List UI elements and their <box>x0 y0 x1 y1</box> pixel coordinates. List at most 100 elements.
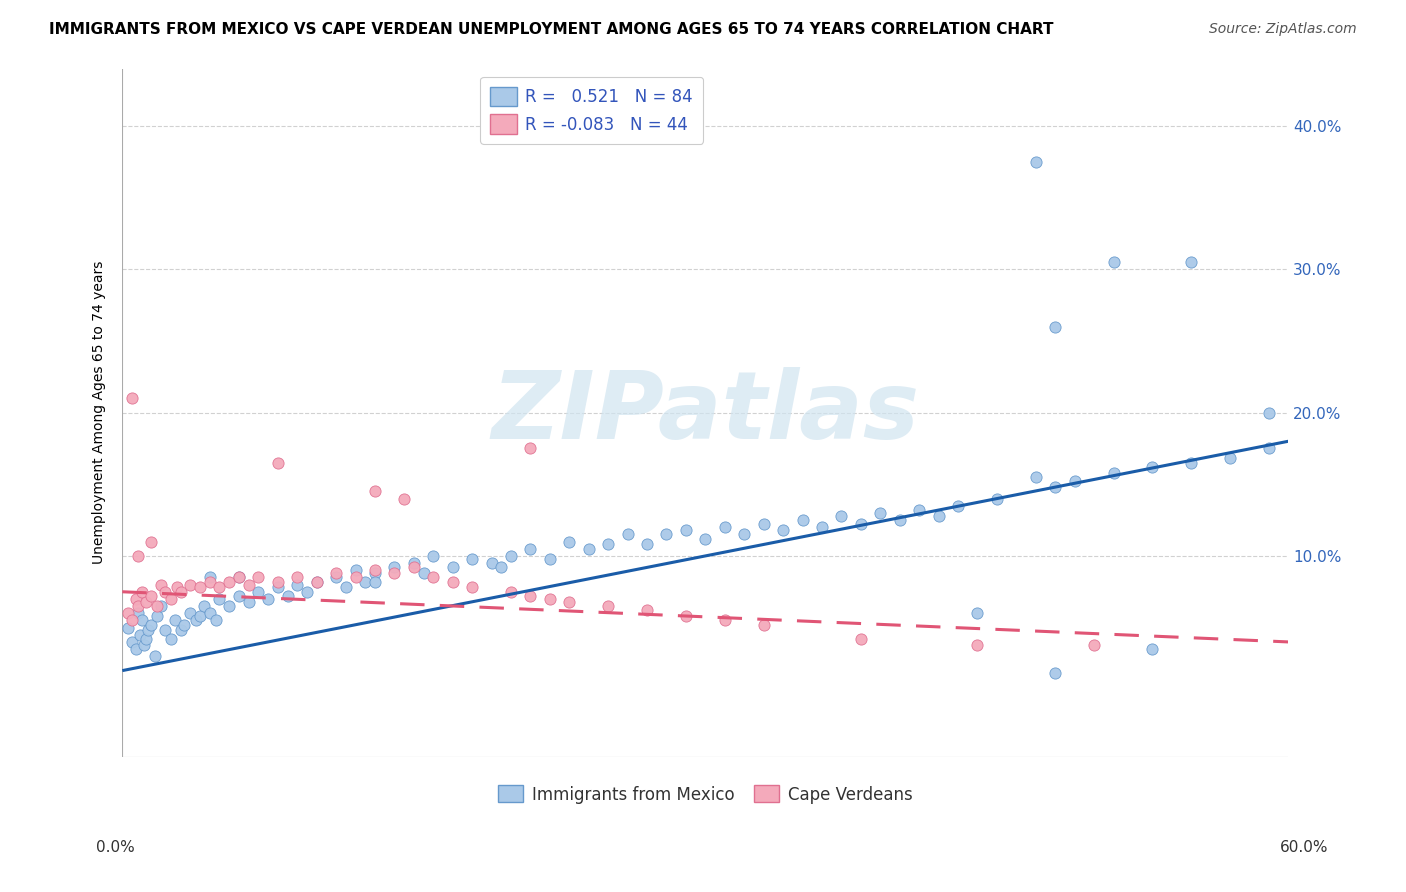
Point <box>354 574 377 589</box>
Point <box>441 574 464 589</box>
Point <box>598 599 620 613</box>
Point <box>121 391 143 405</box>
Point <box>1258 442 1281 456</box>
Point <box>1045 319 1067 334</box>
Point <box>986 491 1008 506</box>
Point <box>538 591 561 606</box>
Legend: Immigrants from Mexico, Cape Verdeans: Immigrants from Mexico, Cape Verdeans <box>492 779 920 810</box>
Point <box>344 563 367 577</box>
Point <box>127 549 149 563</box>
Point <box>208 581 231 595</box>
Point <box>402 556 425 570</box>
Point <box>752 617 775 632</box>
Point <box>160 632 183 646</box>
Point <box>422 549 444 563</box>
Point <box>1219 451 1241 466</box>
Point <box>946 499 969 513</box>
Point <box>481 556 503 570</box>
Point <box>141 534 163 549</box>
Point <box>558 595 581 609</box>
Point <box>402 560 425 574</box>
Point <box>135 595 157 609</box>
Point <box>1025 154 1047 169</box>
Point <box>461 581 484 595</box>
Point <box>285 570 308 584</box>
Point <box>153 624 176 638</box>
Point <box>1142 642 1164 657</box>
Point <box>519 541 541 556</box>
Point <box>285 577 308 591</box>
Point <box>422 570 444 584</box>
Text: Source: ZipAtlas.com: Source: ZipAtlas.com <box>1209 22 1357 37</box>
Point <box>578 541 600 556</box>
Point <box>131 584 153 599</box>
Point <box>849 632 872 646</box>
Point <box>267 574 290 589</box>
Point <box>412 566 434 581</box>
Point <box>869 506 891 520</box>
Point <box>1063 475 1085 489</box>
Point <box>143 649 166 664</box>
Point <box>364 566 387 581</box>
Point <box>208 591 231 606</box>
Point <box>364 484 387 499</box>
Point <box>384 560 406 574</box>
Point <box>186 614 208 628</box>
Point <box>519 589 541 603</box>
Point <box>150 577 173 591</box>
Point <box>499 584 522 599</box>
Point <box>153 584 176 599</box>
Point <box>811 520 834 534</box>
Point <box>1102 466 1125 480</box>
Point <box>752 517 775 532</box>
Text: IMMIGRANTS FROM MEXICO VS CAPE VERDEAN UNEMPLOYMENT AMONG AGES 65 TO 74 YEARS CO: IMMIGRANTS FROM MEXICO VS CAPE VERDEAN U… <box>49 22 1053 37</box>
Point <box>305 574 328 589</box>
Point <box>792 513 814 527</box>
Point <box>675 609 697 624</box>
Point <box>276 589 298 603</box>
Point <box>441 560 464 574</box>
Point <box>295 584 318 599</box>
Point <box>1180 255 1202 269</box>
Point <box>364 563 387 577</box>
Point <box>384 566 406 581</box>
Point <box>169 584 191 599</box>
Point <box>160 591 183 606</box>
Point <box>305 574 328 589</box>
Point <box>132 638 155 652</box>
Point <box>849 517 872 532</box>
Point <box>616 527 638 541</box>
Point <box>141 589 163 603</box>
Point <box>392 491 415 506</box>
Point <box>228 570 250 584</box>
Point <box>889 513 911 527</box>
Point <box>173 617 195 632</box>
Point <box>325 570 347 584</box>
Point <box>228 570 250 584</box>
Point <box>519 442 541 456</box>
Text: 60.0%: 60.0% <box>1281 840 1329 855</box>
Point <box>1142 460 1164 475</box>
Point <box>928 508 950 523</box>
Point <box>538 551 561 566</box>
Point <box>772 523 794 537</box>
Point <box>1180 456 1202 470</box>
Point <box>218 599 240 613</box>
Point <box>117 607 139 621</box>
Point <box>146 609 169 624</box>
Point <box>169 624 191 638</box>
Point <box>125 642 148 657</box>
Point <box>179 577 201 591</box>
Point <box>714 520 737 534</box>
Point <box>499 549 522 563</box>
Point <box>558 534 581 549</box>
Point <box>1045 480 1067 494</box>
Text: ZIPatlas: ZIPatlas <box>491 367 920 458</box>
Point <box>714 614 737 628</box>
Point <box>121 635 143 649</box>
Point <box>461 551 484 566</box>
Point <box>966 607 988 621</box>
Point <box>364 574 387 589</box>
Point <box>966 638 988 652</box>
Point <box>121 614 143 628</box>
